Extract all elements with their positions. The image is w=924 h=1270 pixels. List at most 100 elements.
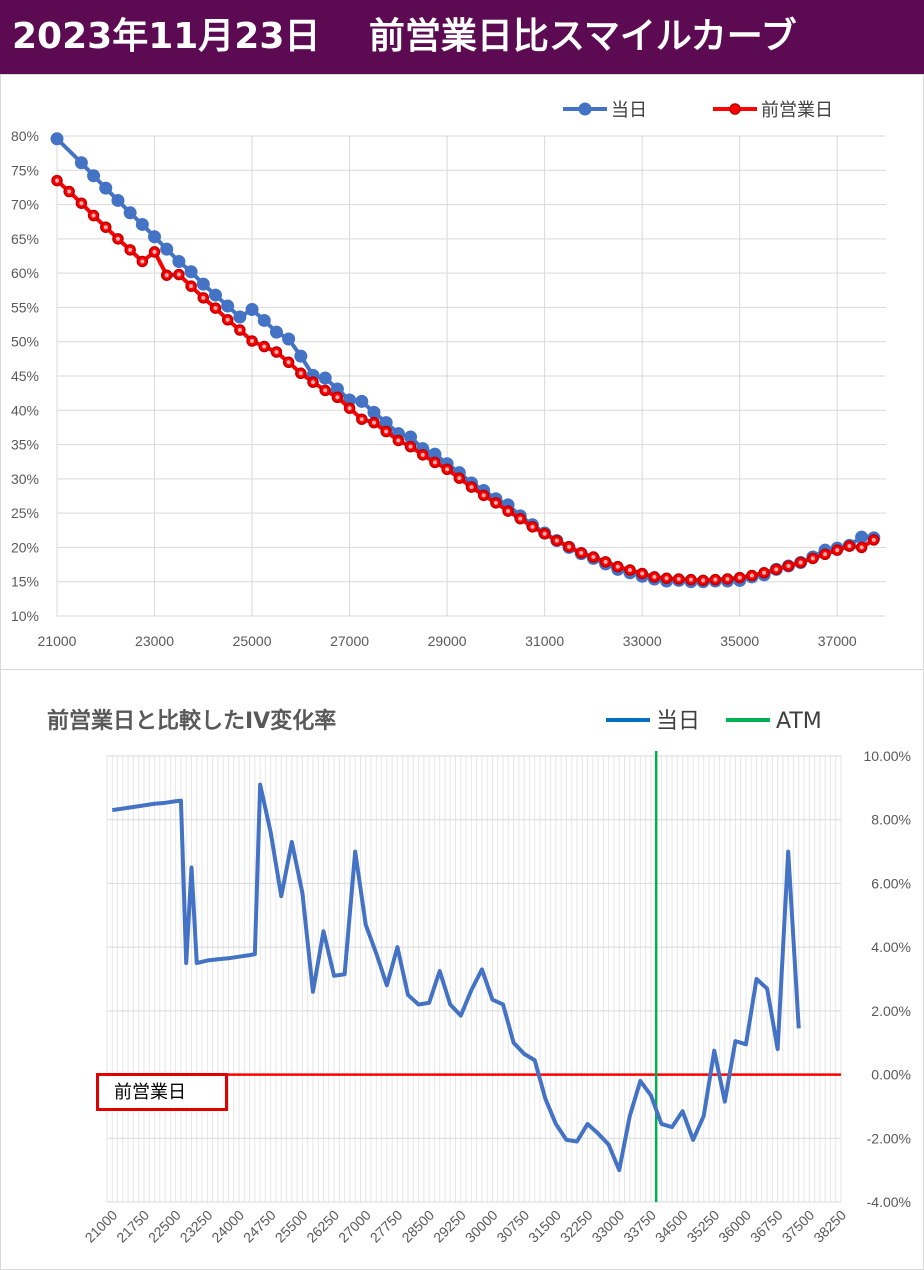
x-tick-label: 36750: [747, 1207, 786, 1246]
x-tick-label: 33750: [620, 1207, 659, 1246]
data-point: [294, 349, 308, 363]
y-tick-label: 10.00%: [864, 748, 911, 764]
data-point-highlight: [652, 574, 657, 579]
data-point-highlight: [664, 576, 669, 581]
data-point: [855, 530, 869, 544]
legend: 当日 前営業日: [563, 100, 833, 121]
data-point: [99, 181, 113, 195]
data-point: [135, 217, 149, 231]
data-point-highlight: [542, 531, 547, 536]
data-point-highlight: [481, 493, 486, 498]
data-point: [87, 169, 101, 183]
data-point-highlight: [774, 567, 779, 572]
data-point-highlight: [189, 284, 194, 289]
x-tick-label: 25500: [272, 1207, 311, 1246]
data-point: [221, 299, 235, 313]
data-point: [208, 288, 222, 302]
data-point-highlight: [701, 578, 706, 583]
y-tick-label: 80%: [11, 128, 39, 144]
x-tick-label: 27750: [367, 1207, 406, 1246]
y-tick-label: 10%: [11, 608, 39, 624]
series-line: [55, 137, 874, 584]
data-point-highlight: [103, 225, 108, 230]
y-tick-label: 6.00%: [871, 875, 911, 891]
data-point-highlight: [311, 380, 316, 385]
y-axis-ticks: 10.00% 8.00% 6.00% 4.00% 2.00% 0.00% -2.00% -4.…: [864, 748, 911, 1210]
data-point-highlight: [810, 556, 815, 561]
data-point-highlight: [384, 429, 389, 434]
y-tick-label: 45%: [11, 368, 39, 384]
data-point: [428, 447, 442, 461]
data-point-highlight: [79, 201, 84, 206]
series-today: [50, 132, 881, 589]
data-point: [257, 313, 271, 327]
data-point-highlight: [274, 350, 279, 354]
y-tick-label: 55%: [11, 299, 39, 315]
legend: 当日 ATM: [606, 709, 822, 734]
data-point: [355, 394, 369, 408]
data-point: [379, 416, 393, 430]
legend-item: 当日: [606, 709, 700, 734]
data-point-highlight: [225, 317, 230, 322]
data-point-highlight: [859, 545, 864, 550]
series-line: [55, 179, 875, 583]
y-tick-label: 4.00%: [871, 939, 911, 955]
data-point-highlight: [335, 395, 340, 400]
page-title: 2023年11月23日 前営業日比スマイルカーブ: [0, 0, 924, 74]
data-point-highlight: [164, 273, 169, 278]
y-tick-label: -2.00%: [867, 1130, 911, 1146]
y-tick-label: 15%: [11, 574, 39, 590]
data-point: [318, 371, 332, 385]
data-point: [196, 277, 210, 291]
x-tick-label: 30000: [462, 1207, 501, 1246]
data-point-highlight: [298, 371, 303, 376]
data-point-highlight: [615, 564, 620, 569]
smile-curve-chart: 10% 15% 20% 25% 30% 35% 40% 45% 50% 55% 60% 65% 70% 7…: [11, 100, 886, 649]
data-point-highlight: [469, 485, 474, 490]
y-tick-label: 0.00%: [871, 1067, 911, 1083]
data-point-highlight: [627, 568, 632, 573]
x-tick-label: 37500: [779, 1207, 818, 1246]
x-tick-label: 36000: [715, 1207, 754, 1246]
data-point-highlight: [737, 575, 742, 580]
x-axis-ticks: 2100021750225002325024000247502550026250…: [82, 1207, 850, 1246]
x-tick-label: 27000: [330, 633, 369, 649]
data-point-highlight: [530, 524, 535, 529]
y-tick-label: 40%: [11, 402, 39, 418]
data-point-highlight: [396, 438, 401, 443]
previous-day-annotation: 前営業日: [96, 1073, 228, 1111]
y-tick-label: 30%: [11, 471, 39, 487]
x-tick-label: 21000: [38, 633, 77, 649]
data-point-highlight: [603, 559, 608, 564]
series-layer: [107, 751, 841, 1202]
x-tick-label: 35000: [720, 633, 759, 649]
x-tick-label: 22500: [145, 1207, 184, 1246]
x-tick-label: 31500: [525, 1207, 564, 1246]
x-tick-label: 27000: [335, 1207, 374, 1246]
smile-curve-chart-panel: 10% 15% 20% 25% 30% 35% 40% 45% 50% 55% 60% 65% 70% 7…: [0, 74, 924, 671]
x-tick-label: 26250: [303, 1207, 342, 1246]
y-axis-ticks: 10% 15% 20% 25% 30% 35% 40% 45% 50% 55% 60% 65% 70% 7…: [11, 128, 39, 624]
data-point-highlight: [457, 476, 462, 481]
x-tick-label: 25000: [233, 633, 272, 649]
data-point-highlight: [676, 576, 681, 581]
y-tick-label: 35%: [11, 437, 39, 453]
x-tick-label: 33000: [623, 633, 662, 649]
x-tick-label: 37000: [818, 633, 857, 649]
legend-marker: [729, 103, 741, 115]
data-point: [74, 156, 88, 170]
data-point-highlight: [432, 460, 437, 465]
y-tick-label: 50%: [11, 334, 39, 350]
data-point-highlight: [323, 388, 328, 393]
data-point-highlight: [567, 544, 572, 549]
data-point-highlight: [445, 467, 450, 472]
legend-label: 前営業日: [761, 100, 833, 121]
data-point-highlight: [554, 538, 559, 543]
data-point: [160, 242, 174, 256]
y-tick-label: 75%: [11, 162, 39, 178]
data-point: [50, 132, 64, 146]
chart-title: 前営業日と比較したIV変化率: [47, 708, 336, 734]
data-point: [184, 265, 198, 279]
iv-change-chart: 前営業日と比較したIV変化率 10.00% 8.00% 6.00% 4.00% 2.00…: [47, 708, 911, 1246]
data-point-highlight: [847, 544, 852, 549]
